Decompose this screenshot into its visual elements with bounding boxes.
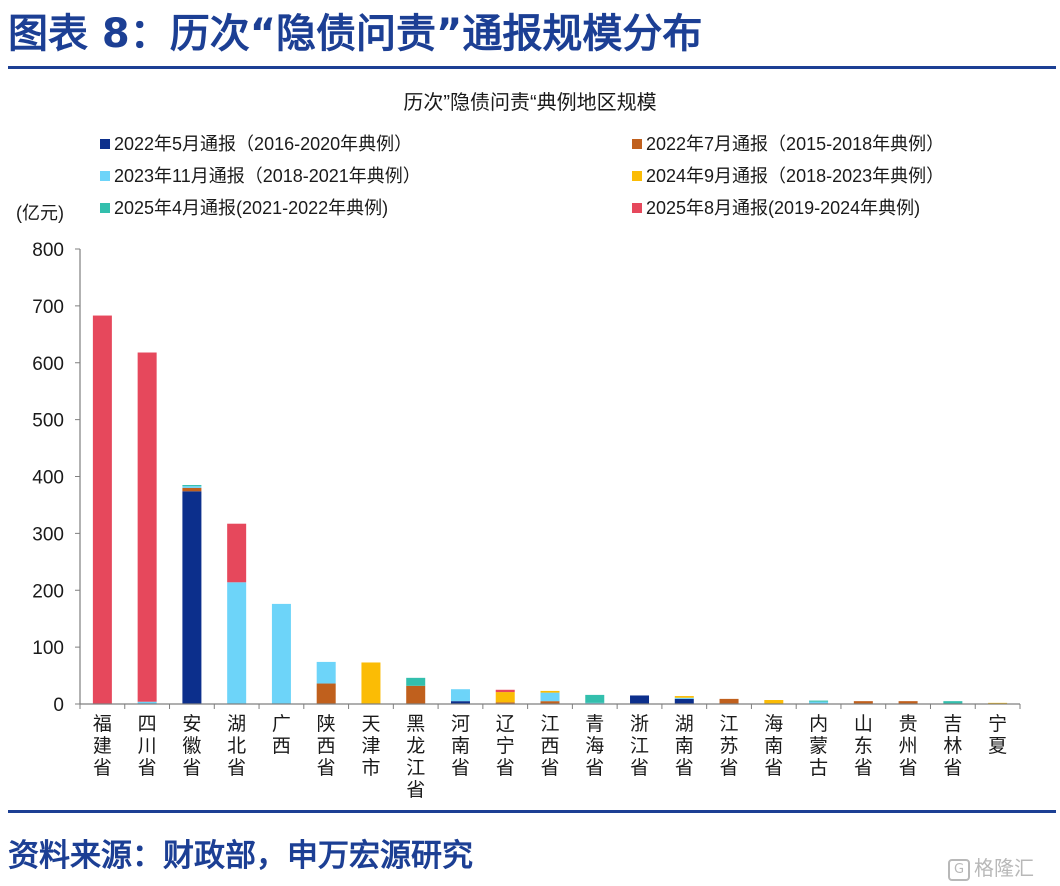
source-note: 资料来源：财政部，申万宏源研究 bbox=[8, 838, 473, 874]
x-category-label: 黑龙江省 bbox=[406, 714, 425, 801]
x-category-label: 浙江省 bbox=[630, 713, 649, 779]
bar-segment bbox=[271, 603, 291, 704]
watermark: G 格隆汇 bbox=[948, 852, 1034, 881]
x-category-label: 海南省 bbox=[764, 713, 783, 779]
bar-segment bbox=[764, 700, 784, 704]
legend-label: 2025年4月通报(2021-2022年典例) bbox=[114, 198, 388, 218]
bar-segment bbox=[898, 701, 918, 704]
bar-segment bbox=[316, 661, 336, 684]
y-tick-label: 400 bbox=[32, 468, 64, 489]
bar-segment bbox=[182, 486, 202, 488]
x-category-label: 安徽省 bbox=[182, 713, 201, 779]
bar-segment bbox=[182, 487, 202, 492]
bar-segment bbox=[495, 692, 515, 703]
bar-segment bbox=[540, 690, 560, 693]
bar-segment bbox=[674, 698, 694, 704]
x-category-label: 河南省 bbox=[451, 713, 470, 779]
y-tick-label: 200 bbox=[32, 581, 64, 602]
x-category-label: 广西 bbox=[272, 713, 291, 757]
x-category-label: 四川省 bbox=[138, 714, 157, 779]
y-tick-label: 700 bbox=[32, 297, 64, 318]
y-tick-label: 800 bbox=[32, 240, 64, 261]
x-category-label: 湖北省 bbox=[227, 713, 246, 779]
x-category-label: 内蒙古 bbox=[809, 713, 828, 779]
y-tick-label: 100 bbox=[32, 638, 64, 659]
bar-segment bbox=[853, 701, 873, 704]
y-tick-label: 600 bbox=[32, 354, 64, 375]
bar-segment bbox=[92, 315, 112, 704]
y-axis-unit-label: (亿元) bbox=[16, 203, 64, 223]
x-category-label: 江西省 bbox=[540, 713, 559, 779]
legend: 2022年5月通报（2016-2020年典例） 2022年7月通报（2015-20… bbox=[100, 134, 944, 218]
bar-segment bbox=[450, 701, 470, 704]
legend-swatch bbox=[632, 203, 642, 213]
title-divider bbox=[8, 66, 1056, 69]
bar-segment bbox=[719, 698, 739, 704]
x-category-label: 天津市 bbox=[361, 714, 380, 779]
bar-segment bbox=[361, 662, 381, 704]
bar-segment bbox=[674, 696, 694, 698]
bar-segment bbox=[137, 352, 157, 702]
x-category-label: 辽宁省 bbox=[496, 713, 515, 779]
stacked-bar-chart: 历次”隐债问责“典例地区规模 2022年5月通报（2016-2020年典例） 20… bbox=[16, 91, 1021, 801]
bar-segment bbox=[227, 523, 247, 583]
legend-label: 2023年11月通报（2018-2021年典例） bbox=[114, 166, 421, 186]
bar-segment bbox=[182, 485, 202, 487]
footer-divider bbox=[8, 810, 1056, 813]
bar-segment bbox=[316, 683, 336, 704]
bar-segment bbox=[227, 582, 247, 704]
watermark-text: 格隆汇 bbox=[974, 856, 1034, 880]
y-axis: 0 100 200 300 400 500 600 700 800 bbox=[32, 240, 81, 716]
x-category-label: 宁夏 bbox=[988, 713, 1007, 757]
legend-label: 2022年5月通报（2016-2020年典例） bbox=[114, 134, 412, 154]
bar-segment bbox=[495, 689, 515, 693]
legend-swatch bbox=[100, 203, 110, 213]
legend-swatch bbox=[100, 171, 110, 181]
legend-swatch bbox=[100, 139, 110, 149]
legend-label: 2024年9月通报（2018-2023年典例） bbox=[646, 166, 944, 186]
watermark-logo-icon: G bbox=[948, 858, 970, 881]
bar-segment bbox=[182, 491, 202, 704]
x-category-label: 吉林省 bbox=[943, 713, 962, 779]
legend-swatch bbox=[632, 139, 642, 149]
bar-segment bbox=[495, 702, 515, 704]
x-category-label: 湖南省 bbox=[675, 713, 694, 779]
x-category-label: 江苏省 bbox=[720, 713, 739, 779]
bar-segment bbox=[943, 701, 963, 704]
x-category-label: 青海省 bbox=[585, 713, 604, 779]
bar-segment bbox=[540, 701, 560, 704]
bar-segment bbox=[674, 697, 694, 699]
x-axis: 福建省 四川省 安徽省 湖北省 广西 陕西省 天津市 黑龙江省 河南省 辽宁省 江西省 青海省 浙江省 湖… bbox=[79, 703, 1021, 801]
bar-segment bbox=[137, 701, 157, 704]
legend-label: 2022年7月通报（2015-2018年典例） bbox=[646, 134, 944, 154]
bars bbox=[92, 315, 1008, 704]
y-tick-label: 300 bbox=[32, 524, 64, 545]
figure-title: 图表 8：历次“隐债问责”通报规模分布 bbox=[8, 11, 703, 57]
bar-segment bbox=[540, 692, 560, 702]
bar-segment bbox=[585, 694, 605, 703]
bar-segment bbox=[630, 695, 650, 704]
bar-segment bbox=[450, 689, 470, 702]
x-category-label: 福建省 bbox=[93, 713, 112, 779]
y-tick-label: 0 bbox=[53, 695, 64, 716]
x-category-label: 山东省 bbox=[854, 713, 873, 779]
legend-label: 2025年8月通报(2019-2024年典例) bbox=[646, 198, 920, 218]
x-category-label: 陕西省 bbox=[317, 713, 336, 779]
bar-segment bbox=[406, 677, 426, 686]
chart-title: 历次”隐债问责“典例地区规模 bbox=[403, 91, 656, 114]
legend-swatch bbox=[632, 171, 642, 181]
bar-segment bbox=[809, 701, 829, 704]
bar-segment bbox=[809, 700, 829, 702]
x-category-label: 贵州省 bbox=[899, 713, 918, 779]
y-tick-label: 500 bbox=[32, 411, 64, 432]
bar-segment bbox=[406, 685, 426, 704]
